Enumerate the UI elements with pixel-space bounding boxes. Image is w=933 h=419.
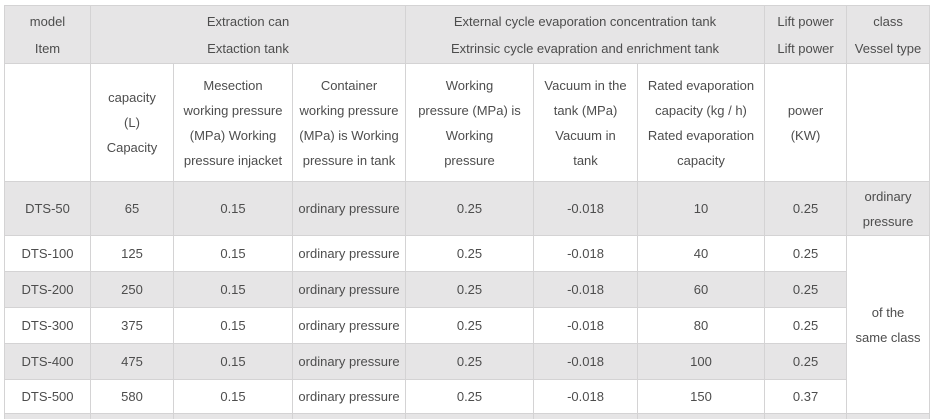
cell-rated-evaporation: 80 (636, 307, 766, 344)
cell-jacket-pressure: 0.15 (173, 181, 293, 236)
cell-vacuum: -0.018 (533, 379, 638, 414)
cell-working-pressure: 0.25 (405, 343, 534, 380)
header-extraction-tank: Extraction can Extaction tank (90, 5, 406, 64)
empty-cell (292, 413, 406, 419)
empty-cell (846, 63, 931, 182)
cell-jacket-pressure: 0.15 (173, 235, 293, 272)
cell-model: DTS-100 (4, 235, 91, 272)
cell-rated-evaporation: 60 (636, 271, 766, 308)
header-working-pressure: Working pressure (MPa) is Working pressu… (405, 63, 534, 182)
header-class-vessel-type: class Vessel type (846, 5, 931, 64)
cell-container-pressure: ordinary pressure (292, 235, 406, 272)
empty-cell (4, 63, 91, 182)
cell-power: 0.25 (764, 235, 848, 272)
cell-rated-evaporation: 10 (636, 181, 766, 236)
cell-jacket-pressure: 0.15 (173, 343, 293, 380)
specs-table: model Item Extraction can Extaction tank… (4, 5, 931, 419)
table-row-dts-400: DTS-400 475 0.15 ordinary pressure 0.25 … (4, 343, 930, 380)
cell-model: DTS-400 (4, 343, 91, 380)
empty-cell (173, 413, 293, 419)
cell-working-pressure: 0.25 (405, 307, 534, 344)
cell-vacuum: -0.018 (533, 235, 638, 272)
empty-cell (636, 413, 766, 419)
cell-rated-evaporation: 100 (636, 343, 766, 380)
header-row-1: model Item Extraction can Extaction tank… (4, 5, 931, 64)
cell-container-pressure: ordinary pressure (292, 181, 406, 236)
empty-cell (90, 413, 174, 419)
cell-vacuum: -0.018 (533, 307, 638, 344)
header-model-item: model Item (4, 5, 91, 64)
empty-cell (846, 413, 931, 419)
cell-class-merged: of the same class (846, 235, 931, 414)
cell-model: DTS-200 (4, 271, 91, 308)
partial-row (4, 413, 931, 419)
cell-power: 0.37 (764, 379, 848, 414)
table-row-dts-50: DTS-50 65 0.15 ordinary pressure 0.25 -0… (4, 181, 931, 236)
cell-working-pressure: 0.25 (405, 271, 534, 308)
header-rated-evaporation: Rated evaporation capacity (kg / h) Rate… (636, 63, 766, 182)
cell-container-pressure: ordinary pressure (292, 343, 406, 380)
cell-model: DTS-50 (4, 181, 91, 236)
table-row-dts-200: DTS-200 250 0.15 ordinary pressure 0.25 … (4, 271, 930, 308)
empty-cell (764, 413, 848, 419)
cell-capacity: 375 (90, 307, 174, 344)
cell-working-pressure: 0.25 (405, 379, 534, 414)
cell-vacuum: -0.018 (533, 181, 638, 236)
cell-model: DTS-300 (4, 307, 91, 344)
empty-cell (4, 413, 91, 419)
empty-cell (405, 413, 534, 419)
cell-model: DTS-500 (4, 379, 91, 414)
header-vacuum: Vacuum in the tank (MPa) Vacuum in tank (533, 63, 638, 182)
cell-power: 0.25 (764, 271, 848, 308)
cell-capacity: 475 (90, 343, 174, 380)
cell-container-pressure: ordinary pressure (292, 379, 406, 414)
cell-working-pressure: 0.25 (405, 235, 534, 272)
cell-power: 0.25 (764, 181, 848, 236)
empty-cell (533, 413, 638, 419)
cell-jacket-pressure: 0.15 (173, 307, 293, 344)
header-external-cycle-tank: External cycle evaporation concentration… (404, 5, 766, 64)
cell-working-pressure: 0.25 (405, 181, 534, 236)
cell-capacity: 65 (90, 181, 174, 236)
header-power-kw: power (KW) (764, 63, 848, 182)
cell-jacket-pressure: 0.15 (173, 271, 293, 308)
cell-capacity: 250 (90, 271, 174, 308)
cell-capacity: 125 (90, 235, 174, 272)
cell-rated-evaporation: 40 (636, 235, 766, 272)
header-jacket-pressure: Mesection working pressure (MPa) Working… (173, 63, 293, 182)
cell-vacuum: -0.018 (533, 343, 638, 380)
cell-vacuum: -0.018 (533, 271, 638, 308)
table-row-dts-500: DTS-500 580 0.15 ordinary pressure 0.25 … (4, 379, 930, 414)
table-row-dts-300: DTS-300 375 0.15 ordinary pressure 0.25 … (4, 307, 930, 344)
header-capacity: capacity (L) Capacity (90, 63, 174, 182)
cell-capacity: 580 (90, 379, 174, 414)
cell-class: ordinary pressure (846, 181, 931, 236)
header-row-2: capacity (L) Capacity Mesection working … (4, 63, 931, 182)
header-lift-power: Lift power Lift power (764, 5, 848, 64)
cell-container-pressure: ordinary pressure (292, 271, 406, 308)
cell-container-pressure: ordinary pressure (292, 307, 406, 344)
table-row-dts-100: DTS-100 125 0.15 ordinary pressure 0.25 … (4, 235, 931, 414)
cell-jacket-pressure: 0.15 (173, 379, 293, 414)
header-container-pressure: Container working pressure (MPa) is Work… (292, 63, 406, 182)
cell-rated-evaporation: 150 (636, 379, 766, 414)
cell-power: 0.25 (764, 343, 848, 380)
cell-power: 0.25 (764, 307, 848, 344)
